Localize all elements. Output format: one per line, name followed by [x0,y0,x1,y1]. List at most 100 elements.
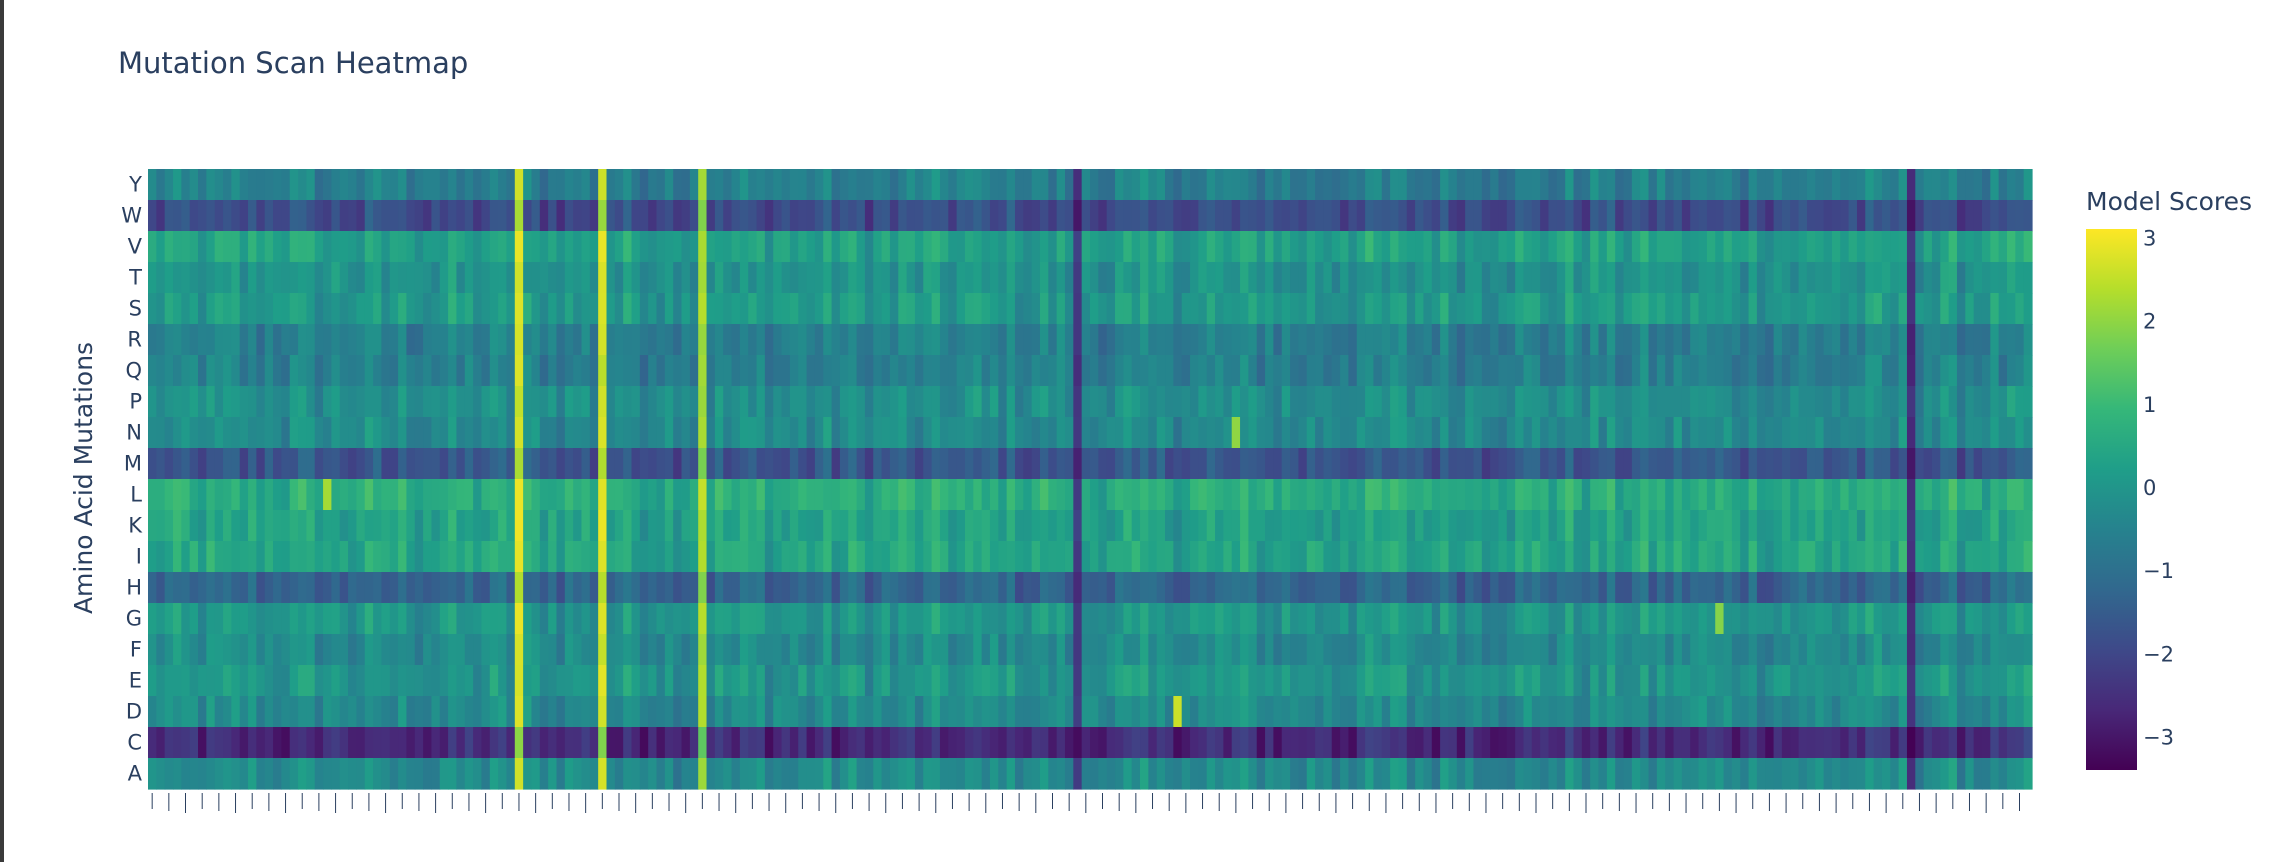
heatmap-cell [464,355,474,387]
heatmap-cell [1081,169,1091,201]
heatmap-cell [406,572,416,604]
heatmap-cell [889,293,899,325]
heatmap-cell [1748,758,1758,790]
heatmap-cell [1390,572,1400,604]
heatmap-cell [1140,603,1149,635]
heatmap-cell [931,510,941,542]
heatmap-cell [973,200,983,232]
heatmap-cell [1973,448,1983,480]
heatmap-cell [873,324,883,356]
heatmap-cell [2006,262,2016,294]
heatmap-cell [1023,510,1033,542]
heatmap-cell [1315,727,1325,759]
heatmap-cell [1039,603,1049,635]
heatmap-cell [1781,169,1791,201]
heatmap-cell [1573,696,1583,728]
heatmap-cell [1498,417,1508,449]
heatmap-cell [523,758,533,790]
heatmap-cell [1706,293,1716,325]
heatmap-cell [1573,758,1583,790]
heatmap-cell [489,727,499,759]
heatmap-cell [1623,169,1633,201]
heatmap-cell [1540,603,1550,635]
heatmap-cell [181,665,191,697]
heatmap-cell [381,603,391,635]
heatmap-cell [1548,355,1558,387]
heatmap-cell [789,541,799,573]
heatmap-cell [1081,696,1091,728]
heatmap-cell [1006,231,1016,263]
heatmap-cell [1923,417,1933,449]
heatmap-cell [1865,541,1875,573]
heatmap-cell [1281,510,1291,542]
heatmap-cell [473,169,483,201]
heatmap-cell [1181,231,1191,263]
heatmap-cell [789,417,799,449]
heatmap-cell [1281,758,1291,790]
heatmap-cell [298,169,307,201]
heatmap-cell [589,262,599,294]
heatmap-cell [1590,355,1600,387]
heatmap-cell [389,200,399,232]
heatmap-cell [356,541,366,573]
heatmap-cell [1465,448,1475,480]
heatmap-cell [431,324,441,356]
heatmap-cell [539,448,549,480]
heatmap-cell [1481,169,1491,201]
heatmap-cell [1681,417,1691,449]
heatmap-cell [664,510,674,542]
heatmap-cell [1598,200,1608,232]
heatmap-cell [473,727,483,759]
heatmap-cell [1290,355,1300,387]
heatmap-cell [1465,386,1475,418]
heatmap-cell [1773,665,1783,697]
heatmap-cell [1890,293,1900,325]
heatmap-cell [781,572,791,604]
heatmap-cell [1931,417,1941,449]
heatmap-cell [1256,572,1266,604]
heatmap-cell [1665,262,1675,294]
heatmap-cell [1323,541,1333,573]
heatmap-cell [648,355,658,387]
heatmap-cell [1823,634,1833,666]
heatmap-cell [1398,324,1408,356]
heatmap-cell [698,479,708,511]
heatmap-cell [1565,603,1575,635]
heatmap-cell [1956,231,1966,263]
heatmap-cell [1206,200,1216,232]
heatmap-cell [1265,603,1274,635]
heatmap-cell [1640,355,1650,387]
heatmap-cell [964,541,974,573]
heatmap-cell [1990,603,2000,635]
heatmap-cell [1031,479,1041,511]
heatmap-cell [548,231,558,263]
heatmap-cell [598,727,608,759]
heatmap-cell [1940,324,1950,356]
heatmap-cell [806,448,816,480]
y-tick-label: I [136,545,142,569]
heatmap-cell [1281,727,1291,759]
heatmap-cell [1948,572,1958,604]
heatmap-cell [1640,727,1650,759]
heatmap-cell [889,200,899,232]
heatmap-cell [1498,448,1508,480]
heatmap-cell [881,293,891,325]
heatmap-cell [1615,200,1625,232]
heatmap-cell [1915,510,1925,542]
heatmap-cell [1798,293,1808,325]
heatmap-cell [164,603,174,635]
heatmap-cell [973,324,983,356]
heatmap-cell [356,572,366,604]
heatmap-cell [1165,448,1174,480]
heatmap-cell [1981,696,1991,728]
heatmap-cell [1790,541,1800,573]
heatmap-cell [1823,696,1833,728]
heatmap-cell [439,603,449,635]
heatmap-cell [823,510,833,542]
heatmap-cell [414,262,424,294]
heatmap-cell [1573,169,1583,201]
heatmap-cell [1923,634,1933,666]
heatmap-cell [1698,572,1708,604]
heatmap-cell [281,696,291,728]
heatmap-cell [1340,541,1350,573]
